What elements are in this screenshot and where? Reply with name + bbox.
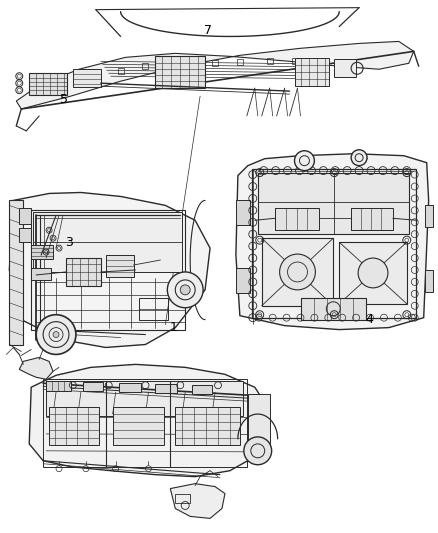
Text: 7: 7 <box>204 25 212 37</box>
Bar <box>339 242 407 304</box>
Bar <box>138 298 168 320</box>
Bar <box>252 168 416 318</box>
Text: 1: 1 <box>170 321 177 334</box>
Bar <box>46 381 71 391</box>
Bar <box>49 407 99 445</box>
Bar <box>294 58 329 86</box>
Bar <box>425 270 433 292</box>
Polygon shape <box>29 365 268 477</box>
Circle shape <box>351 150 367 166</box>
Bar <box>237 59 243 65</box>
Circle shape <box>244 437 272 465</box>
Bar <box>142 63 148 69</box>
Circle shape <box>36 314 76 354</box>
Bar <box>175 407 240 445</box>
Bar <box>155 384 177 393</box>
Bar <box>113 407 164 445</box>
Bar <box>46 381 243 416</box>
Bar <box>275 208 319 230</box>
Polygon shape <box>236 154 429 329</box>
Polygon shape <box>9 192 210 348</box>
Bar <box>301 298 366 320</box>
Bar <box>236 268 250 293</box>
Bar <box>118 68 124 74</box>
Bar <box>248 394 270 449</box>
Circle shape <box>279 254 315 290</box>
Bar <box>262 238 333 306</box>
Bar <box>351 208 393 230</box>
Bar <box>192 385 212 394</box>
Bar <box>334 59 356 77</box>
Polygon shape <box>170 483 225 519</box>
Bar <box>66 258 101 286</box>
Bar <box>258 173 409 234</box>
Bar <box>43 379 247 467</box>
Circle shape <box>294 151 314 171</box>
Polygon shape <box>19 358 53 379</box>
Bar <box>19 208 31 224</box>
Bar <box>175 494 190 504</box>
Bar <box>31 245 53 259</box>
Bar <box>155 56 205 88</box>
Bar <box>29 73 67 95</box>
Bar <box>73 69 101 87</box>
Bar <box>106 255 134 277</box>
Bar <box>292 58 297 64</box>
Bar <box>212 60 218 66</box>
Circle shape <box>180 285 190 295</box>
Circle shape <box>358 258 388 288</box>
Text: 4: 4 <box>365 313 373 326</box>
Circle shape <box>167 272 203 308</box>
Bar <box>425 205 433 227</box>
Polygon shape <box>16 42 414 109</box>
Bar <box>33 212 182 272</box>
Text: 5: 5 <box>60 93 68 106</box>
Bar <box>236 200 250 225</box>
Bar <box>267 58 273 64</box>
Circle shape <box>53 332 59 337</box>
Bar <box>119 383 141 392</box>
Bar <box>19 228 31 242</box>
Bar <box>311 60 318 66</box>
Polygon shape <box>9 200 23 344</box>
Bar <box>31 268 51 280</box>
Bar <box>31 211 185 329</box>
Text: 3: 3 <box>65 236 73 249</box>
Bar <box>83 382 103 391</box>
